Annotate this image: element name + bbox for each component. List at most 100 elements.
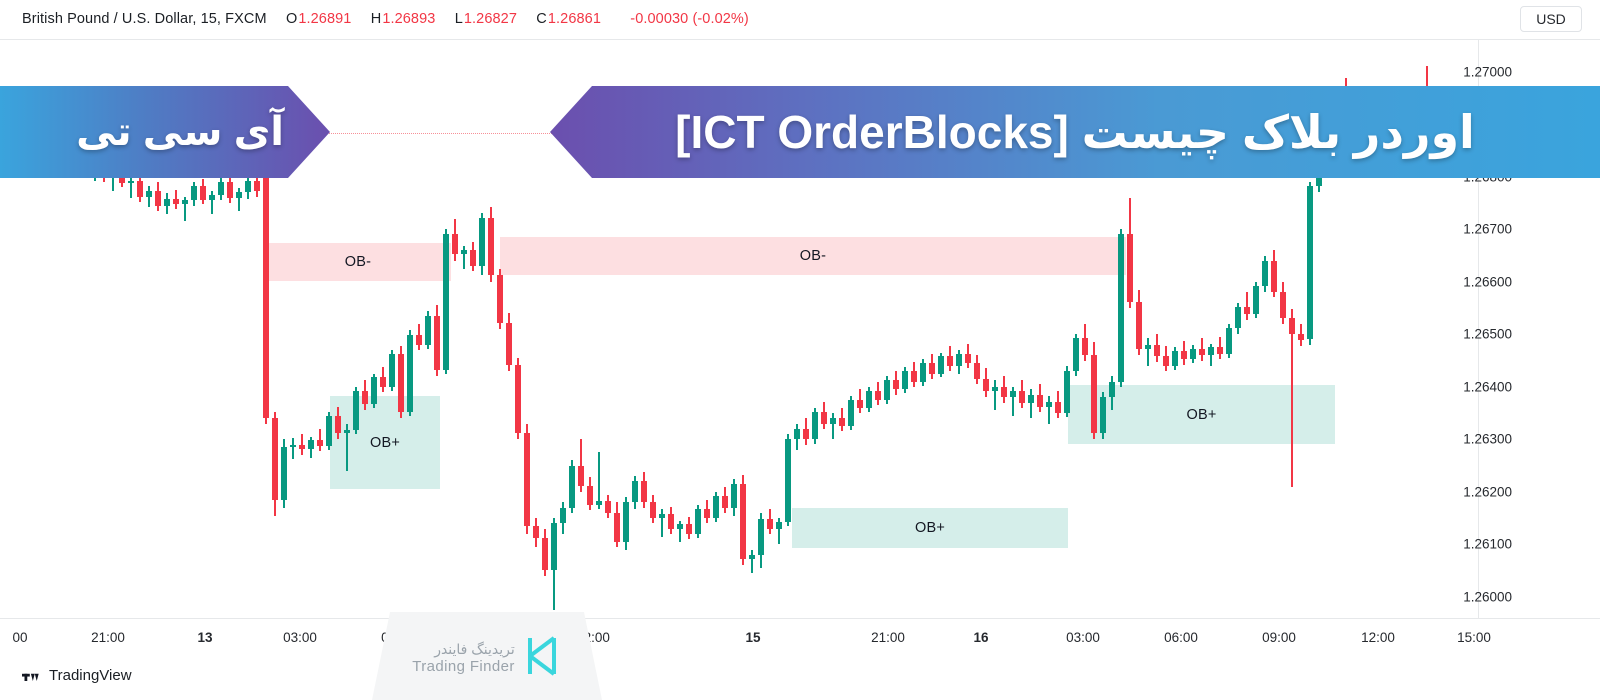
candle-body <box>1279 292 1287 319</box>
candle-body <box>145 191 153 197</box>
candle-body <box>505 322 513 365</box>
time-tick: 00 <box>12 630 28 645</box>
candle-body <box>1108 381 1116 398</box>
candle-body <box>523 433 531 527</box>
candle-body <box>991 386 999 391</box>
candle-body <box>208 195 216 200</box>
candle-body <box>739 484 747 560</box>
candle-body <box>685 524 693 534</box>
candle-body <box>1270 260 1278 293</box>
candle-body <box>280 447 288 500</box>
candle-body <box>424 315 432 345</box>
candle-body <box>550 523 558 570</box>
candle-wick <box>184 196 186 222</box>
price-tick: 1.26100 <box>1463 536 1512 552</box>
candle-body <box>784 439 792 523</box>
candle-body <box>217 181 225 195</box>
candle-body <box>649 502 657 519</box>
candle-wick <box>238 188 240 211</box>
order-block-zone[interactable]: OB+ <box>792 508 1068 548</box>
close-value: 1.26861 <box>547 11 601 27</box>
candle-body <box>910 371 918 382</box>
candle-body <box>163 198 171 206</box>
candle-wick <box>1246 292 1248 320</box>
candle-body <box>1072 338 1080 372</box>
candle-body <box>1243 306 1251 315</box>
candle-body <box>901 371 909 390</box>
price-tick: 1.26000 <box>1463 589 1512 605</box>
price-tick: 1.26200 <box>1463 484 1512 500</box>
price-tick: 1.26500 <box>1463 326 1512 342</box>
candle-body <box>1162 356 1170 366</box>
currency-badge[interactable]: USD <box>1520 6 1582 32</box>
candle-body <box>613 512 621 542</box>
candle-body <box>559 507 567 524</box>
candle-body <box>829 418 837 424</box>
candle-body <box>1216 347 1224 355</box>
candle-body <box>532 526 540 539</box>
candle-body <box>1288 318 1296 335</box>
candle-wick <box>1291 309 1293 487</box>
candle-body <box>811 412 819 440</box>
trading-finder-logo-icon <box>527 636 556 676</box>
time-tick: 16 <box>973 630 989 645</box>
candle-body <box>244 180 252 193</box>
candle-body <box>874 391 882 400</box>
symbol-legend[interactable]: British Pound / U.S. Dollar, 15, FXCM O1… <box>22 11 750 27</box>
candle-body <box>757 519 765 555</box>
candle-wick <box>679 520 681 542</box>
candle-body <box>415 335 423 345</box>
chart-footer: TradingView <box>0 656 1600 700</box>
candle-body <box>1252 285 1260 315</box>
candle-body <box>1171 351 1179 366</box>
candle-body <box>694 508 702 534</box>
open-value: 1.26891 <box>298 11 352 27</box>
candle-body <box>226 181 234 198</box>
candle-body <box>514 364 522 434</box>
tradingview-logo-icon <box>22 673 39 681</box>
order-block-zone[interactable]: OB- <box>500 237 1126 275</box>
symbol-title[interactable]: British Pound / U.S. Dollar, 15, FXCM <box>22 11 267 27</box>
candle-body <box>982 378 990 391</box>
candle-body <box>892 380 900 390</box>
chart-header: British Pound / U.S. Dollar, 15, FXCM O1… <box>0 0 1600 40</box>
candle-body <box>640 481 648 503</box>
high-key: H <box>370 11 382 27</box>
candle-body <box>289 444 297 448</box>
candle-wick <box>112 167 114 192</box>
candle-body <box>1198 348 1206 356</box>
candle-body <box>631 481 639 503</box>
candle-body <box>487 217 495 276</box>
watermark-texts: تریدینگ فایندر Trading Finder <box>412 635 515 677</box>
candle-wick <box>832 413 834 440</box>
order-block-zone[interactable]: OB+ <box>1068 385 1335 444</box>
order-block-zone[interactable]: OB+ <box>330 396 440 489</box>
candle-body <box>1045 401 1053 407</box>
candle-body <box>1234 306 1242 328</box>
price-tick: 1.27000 <box>1463 64 1512 80</box>
time-tick: 03:00 <box>283 630 317 645</box>
candle-body <box>1018 391 1026 403</box>
time-tick: 13 <box>197 630 213 645</box>
candle-body <box>1090 355 1098 434</box>
currency-badge-label: USD <box>1536 11 1566 27</box>
banner-left-label: آی سی تی <box>76 110 284 154</box>
tradingview-logo[interactable]: TradingView <box>22 667 132 684</box>
candle-body <box>442 234 450 370</box>
time-axis[interactable]: 0021:001303:0006:0012:001521:001603:0006… <box>0 618 1600 656</box>
candle-body <box>946 356 954 366</box>
candle-wick <box>1048 396 1050 424</box>
candle-body <box>379 377 387 387</box>
candle-body <box>604 501 612 513</box>
open-key: O <box>285 11 298 27</box>
candle-body <box>361 391 369 404</box>
candle-body <box>973 363 981 379</box>
candle-body <box>721 496 729 508</box>
candle-body <box>262 176 270 419</box>
candle-body <box>775 522 783 529</box>
candle-body <box>1063 371 1071 414</box>
candle-body <box>865 391 873 408</box>
order-block-zone[interactable]: OB- <box>265 243 451 281</box>
candle-wick <box>301 434 303 456</box>
candle-body <box>298 444 306 449</box>
